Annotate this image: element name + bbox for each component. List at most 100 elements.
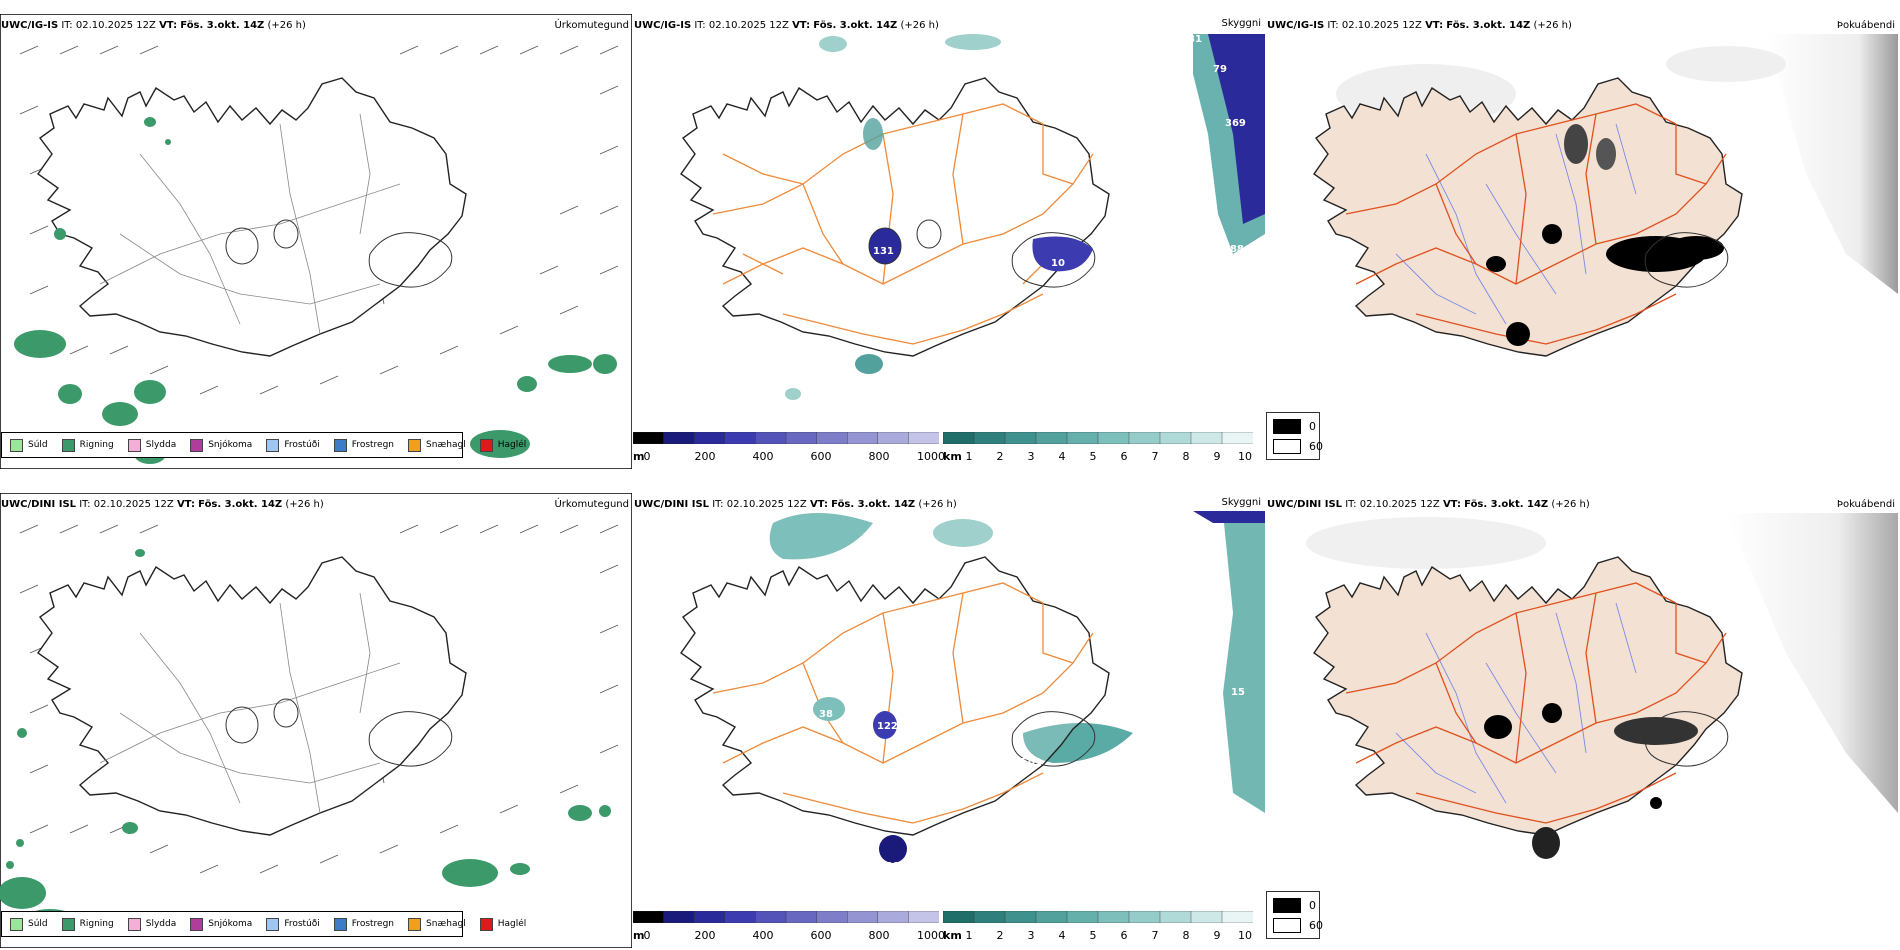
fog-legend-high: 0 [1273,419,1316,434]
legend-swatch [333,917,347,931]
cloud-label: 131 [873,246,894,257]
precip-type-panel-1: UWC/IG-IS IT: 02.10.2025 12Z VT: Fös. 3.… [0,14,632,469]
legend-swatch [266,917,280,931]
precip-legend-1: Súld Rigning Slydda Snjókoma Frostúði Fr… [1,432,526,458]
colorbar-cell [1004,911,1037,923]
river-network [1395,123,1637,325]
colorbar-cell [633,432,665,444]
cloudbase-colorbar-2: m 0 200 400 600 800 1000 [633,911,945,945]
colorbar-cell [1035,911,1068,923]
legend-swatch [408,917,422,931]
panel-title-2: UWC/IG-IS IT: 02.10.2025 12Z VT: Fös. 3.… [634,20,939,31]
cloud-map-1: 81 79 369 488 131 118 10 213 127 42 71 2… [633,34,1265,434]
iceland-outline-2 [680,77,1110,374]
cloudbase-colorbar-1: m 0 200 400 600 800 1000 [633,432,945,466]
cloud-label: 501 [1021,757,1042,768]
legend-item-rain: Rigning [61,438,114,452]
fog-map-1 [1266,34,1898,434]
legend-item-freezing-rain: Frostregn [333,917,394,931]
legend-item-sleet: Slydda [127,917,176,931]
colorbar-cell [1190,432,1223,444]
legend-item-hail: Haglél [479,438,526,452]
visibility-bar [943,911,1253,923]
colorbar-cell [1066,432,1099,444]
legend-item-freezing-drizzle: Frostúði [266,438,320,452]
colorbar-cell [846,432,879,444]
colorbar-cell [1128,911,1161,923]
colorbar-cell [1128,432,1161,444]
colorbar-cell [908,911,939,923]
cloud-label: 10 [1051,258,1065,269]
fog-high-areas [1486,124,1724,346]
fog-legend-high: 0 [1273,898,1316,913]
cloud-labels-1: 81 79 369 488 131 118 10 213 127 42 71 2… [873,34,1246,386]
cloud-label: 369 [1225,118,1246,129]
iceland-outline-1 [37,77,467,357]
colorbar-cell [1066,911,1099,923]
legend-item-sleet: Slydda [127,438,176,452]
cloud-label: 81 [1188,34,1202,45]
road-network [1345,103,1727,345]
precip-areas-1 [14,117,617,464]
precip-map-2 [0,493,632,948]
colorbar-cell [724,911,757,923]
cloud-label: 79 [1213,64,1227,75]
panel-type-label: Úrkomutegund [554,20,629,31]
colorbar-cell [816,911,848,923]
colorbar-cell [694,432,726,444]
legend-item-graupel: Snæhagl [408,917,466,931]
cloud-label: 42 [1085,292,1099,303]
colorbar-cell [755,432,787,444]
visibility-areas-1 [785,34,1265,400]
cloud-label: 56 [885,861,899,872]
colorbar-cell [846,911,879,923]
legend-item-drizzle: Súld [10,917,48,931]
visibility-unit: km [943,450,962,463]
iceland-outline-4 [37,556,467,836]
legend-swatch [61,917,75,931]
iceland-outline-5 [680,556,1110,863]
visibility-bar [943,432,1253,444]
colorbar-cell [755,911,787,923]
precip-type-panel-2: UWC/DINI ISL IT: 02.10.2025 12Z VT: Fös.… [0,493,632,948]
legend-item-hail: Haglél [479,917,526,931]
colorbar-cell [877,911,910,923]
colorbar-cell [1159,911,1192,923]
legend-swatch [190,917,204,931]
legend-swatch [479,438,493,452]
cloud-label: 488 [1223,244,1244,255]
colorbar-cell [1190,911,1223,923]
cloud-label: 31 [913,859,927,870]
legend-swatch [266,438,280,452]
legend-swatch [127,438,141,452]
cloud-visibility-panel-1: 81 79 369 488 131 118 10 213 127 42 71 2… [633,14,1265,469]
panel-type-label: Úrkomutegund [554,499,629,510]
legend-item-freezing-drizzle: Frostúði [266,917,320,931]
colorbar-cell [816,432,848,444]
colorbar-cell [663,432,695,444]
colorbar-cell [943,911,975,923]
colorbar-cell [908,432,939,444]
fog-legend-low: 60 [1273,918,1323,933]
cloud-label: 38 [819,709,833,720]
legend-item-freezing-rain: Frostregn [333,438,394,452]
panel-type-label: Skyggni [1221,18,1261,29]
legend-swatch [190,438,204,452]
cloud-label: 122 [877,721,898,732]
colorbar-cell [1221,911,1253,923]
visibility-colorbar-2: km 1 2 3 4 5 6 7 8 9 10 [943,911,1253,945]
fog-map-2 [1266,513,1898,913]
colorbar-cell [1097,432,1130,444]
cloud-visibility-panel-2: 122 38 501 26 33 56 31 15 UWC/DINI ISL I… [633,493,1265,948]
visibility-unit: km [943,929,962,942]
colorbar-cell [1004,432,1037,444]
iceland-outline-3 [1313,77,1743,357]
fog-legend-1: 0 60 [1266,412,1323,460]
legend-swatch [10,917,23,931]
legend-swatch [333,438,347,452]
fog-legend-2: 0 60 [1266,891,1323,939]
panel-title-5: UWC/DINI ISL IT: 02.10.2025 12Z VT: Fös.… [634,499,957,510]
cloud-label: 33 [1065,811,1079,822]
panel-type-label: Þokuábendi [1836,499,1895,510]
panel-title-6: UWC/DINI ISL IT: 02.10.2025 12Z VT: Fös.… [1267,499,1590,510]
